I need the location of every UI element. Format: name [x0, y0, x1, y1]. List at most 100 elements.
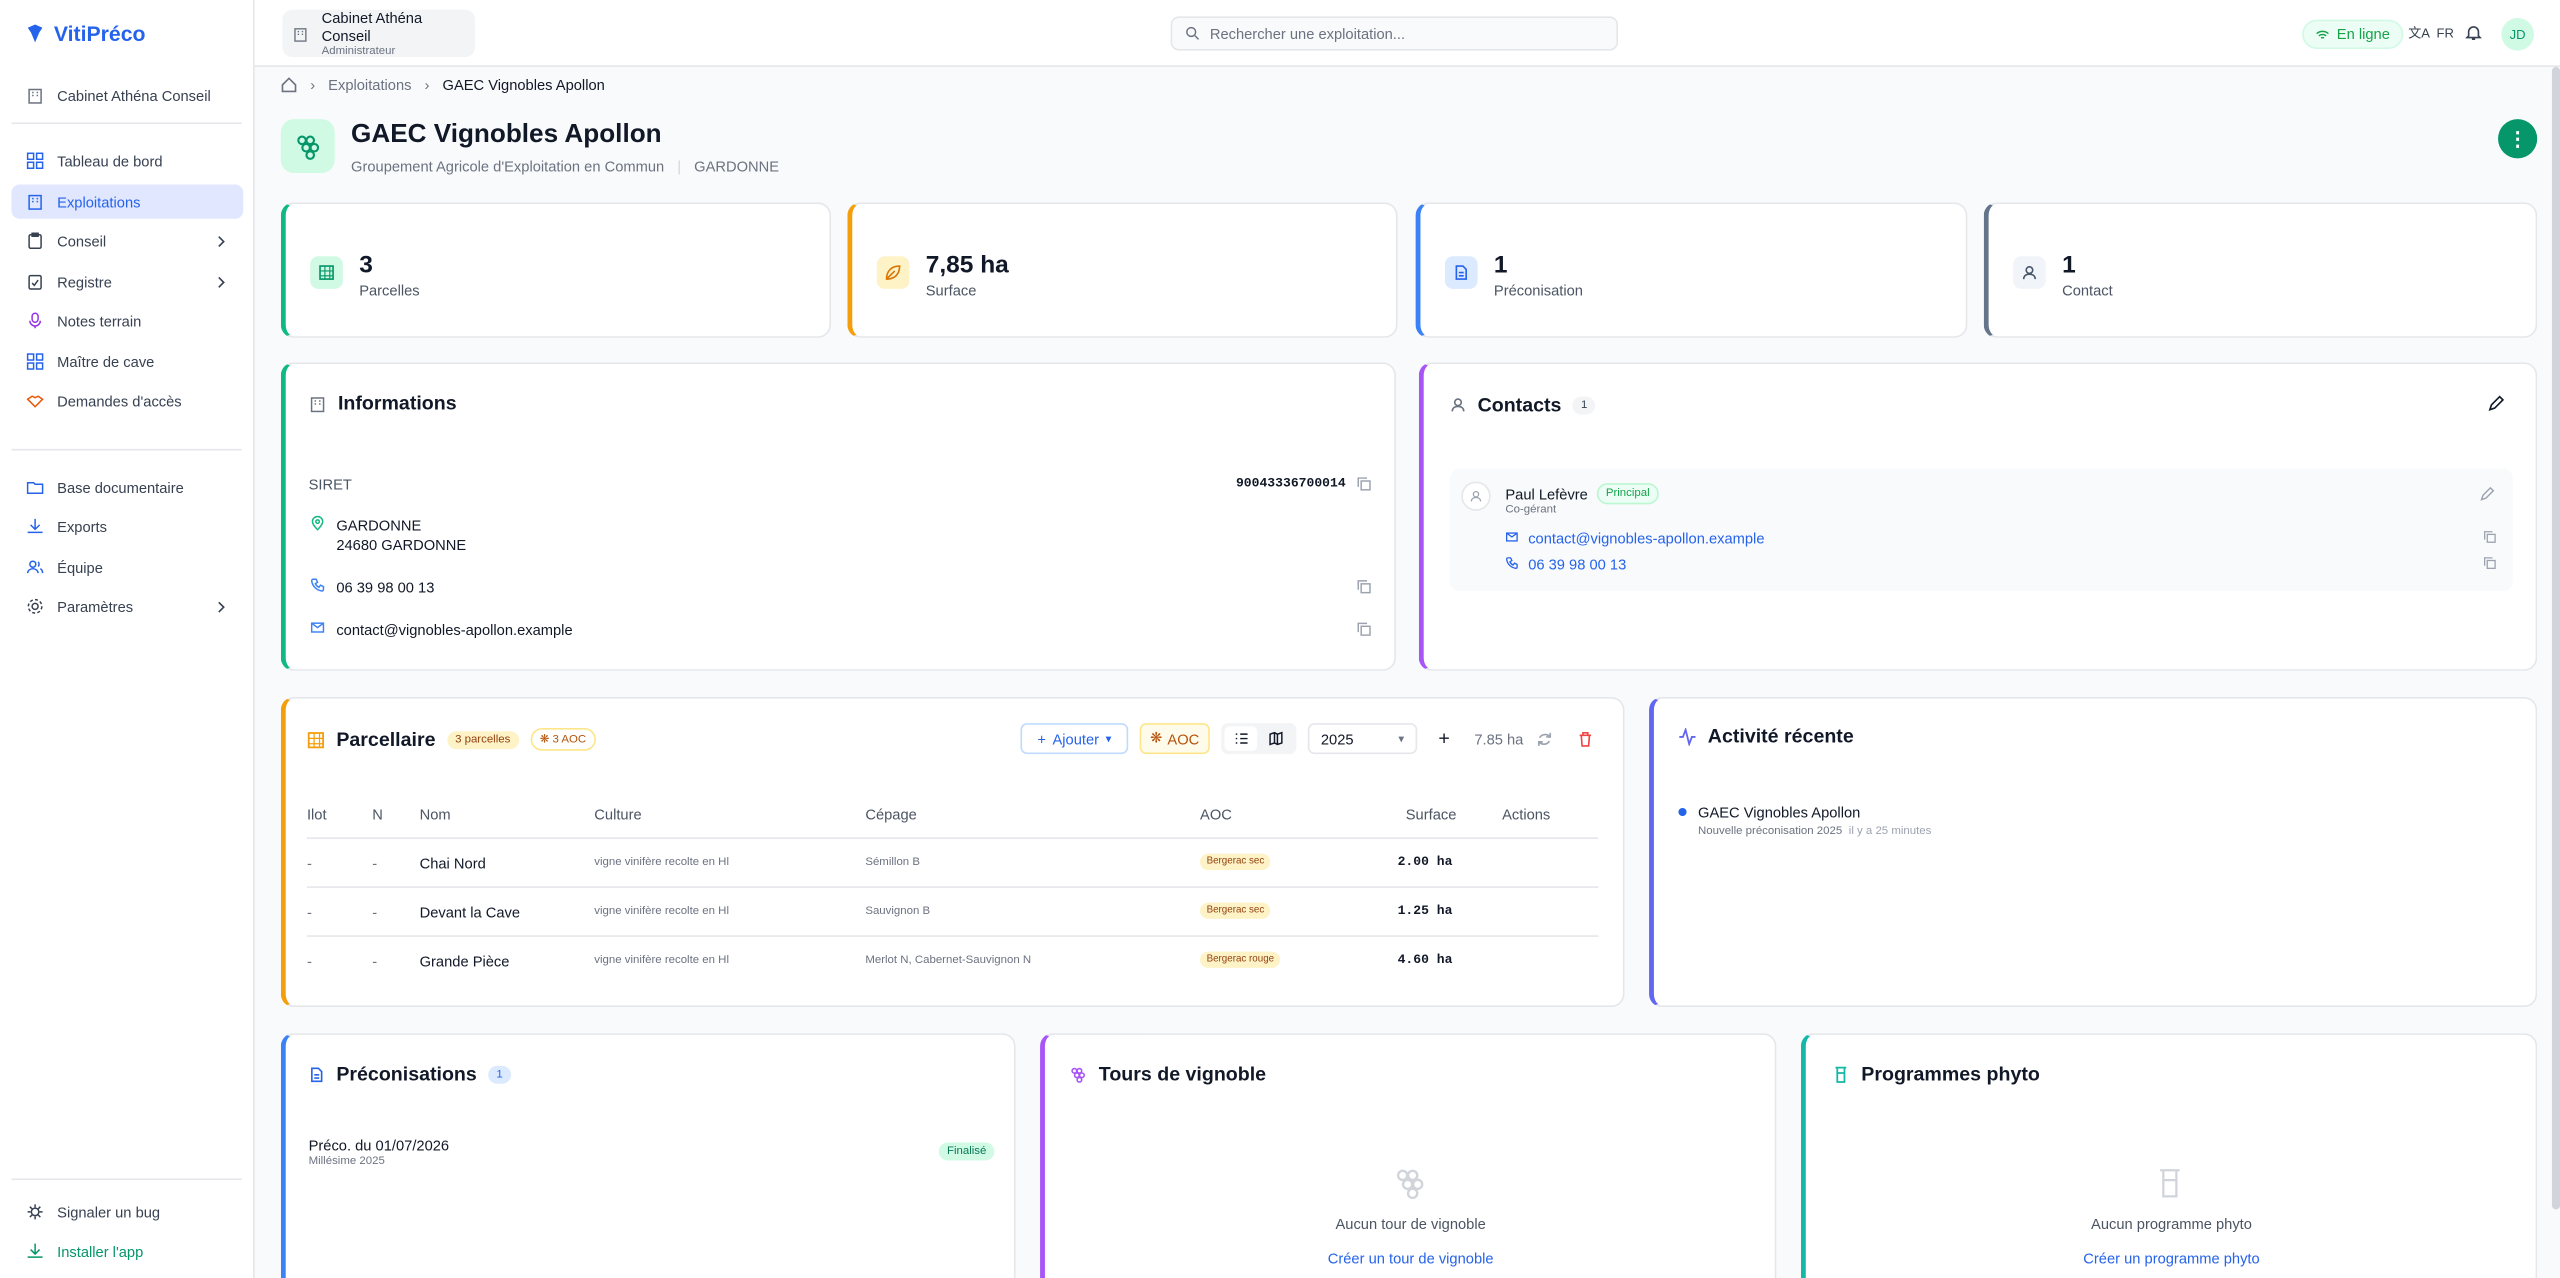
aoc-filter-button[interactable]: ❋ AOC: [1139, 723, 1210, 755]
sidebar-item-notes[interactable]: Notes terrain: [11, 304, 243, 338]
grid-icon: [310, 256, 343, 289]
report-bug-button[interactable]: Signaler un bug: [11, 1195, 243, 1229]
table-row[interactable]: - - Chai Nord vigne vinifère recolte en …: [306, 837, 1890, 886]
copy-icon[interactable]: [1357, 477, 1372, 492]
cell-culture: vigne vinifère recolte en Hl: [594, 905, 730, 918]
sidebar-item-dashboard[interactable]: Tableau de bord: [11, 144, 243, 178]
bell-icon[interactable]: [2465, 24, 2482, 40]
copy-icon[interactable]: [2483, 557, 2496, 570]
org-switcher[interactable]: Cabinet Athéna Conseil Administrateur: [282, 9, 476, 58]
phyto-card: Programmes phyto Aucun programme phyto C…: [1800, 1033, 2538, 1278]
stat-card-surface: 7,85 ha Surface: [847, 202, 1398, 338]
add-parcel-button[interactable]: + Ajouter ▾: [1020, 723, 1129, 755]
app-logo[interactable]: VitiPréco: [26, 21, 146, 46]
dashboard-icon: [26, 152, 44, 170]
sidebar-org[interactable]: Cabinet Athéna Conseil: [11, 78, 243, 112]
avatar[interactable]: JD: [2501, 17, 2534, 51]
create-tour-link[interactable]: Créer un tour de vignoble: [1327, 1250, 1494, 1267]
cell-nom: Grande Pièce: [419, 953, 510, 970]
pencil-icon[interactable]: [2480, 486, 2495, 501]
cell-surface: 2.00 ha: [1397, 855, 1453, 870]
search-box[interactable]: Rechercher une exploitation...: [1170, 16, 1619, 51]
language-label: FR: [2436, 26, 2454, 41]
contact-phone-link[interactable]: 06 39 98 00 13: [1528, 556, 1627, 573]
grape-leaf-icon: [27, 24, 43, 43]
scrollbar[interactable]: [2551, 66, 2560, 1210]
activity-item-title[interactable]: GAEC Vignobles Apollon: [1698, 804, 1861, 821]
copy-icon[interactable]: [1357, 579, 1372, 594]
table-row[interactable]: - - Grande Pièce vigne vinifère recolte …: [306, 935, 1890, 984]
activity-card-title: Activité récente: [1707, 724, 1854, 748]
sidebar-item-registre[interactable]: Registre: [11, 264, 243, 298]
preco-item-millesime: Millésime 2025: [308, 1155, 385, 1168]
copy-icon[interactable]: [1357, 622, 1372, 637]
stat-value: 1: [1493, 251, 1508, 280]
preco-item-title[interactable]: Préco. du 01/07/2026: [308, 1137, 450, 1154]
sidebar-item-base-documentaire[interactable]: Base documentaire: [11, 470, 243, 504]
parcellaire-title: Parcellaire: [336, 727, 436, 751]
clipboard-check-icon: [28, 274, 42, 290]
building-icon: [28, 88, 42, 104]
copy-icon[interactable]: [2483, 530, 2496, 543]
table-row[interactable]: - - Devant la Cave vigne vinifère recolt…: [306, 886, 1890, 935]
breadcrumb-link[interactable]: Exploitations: [328, 76, 412, 94]
cell-surface: 1.25 ha: [1397, 904, 1453, 919]
column-header-surface: Surface: [1405, 806, 1457, 823]
page-title: GAEC Vignobles Apollon: [351, 120, 662, 149]
email-value[interactable]: contact@vignobles-apollon.example: [336, 621, 573, 639]
farm-type: Groupement Agricole d'Exploitation en Co…: [351, 158, 665, 175]
search-input[interactable]: Rechercher une exploitation...: [1209, 25, 1406, 42]
create-phyto-link[interactable]: Créer un programme phyto: [2083, 1250, 2260, 1267]
aoc-filter-label: AOC: [1167, 730, 1200, 747]
install-app-button[interactable]: Installer l'app: [11, 1234, 243, 1268]
phone-value[interactable]: 06 39 98 00 13: [336, 579, 435, 596]
online-status-badge: En ligne: [2302, 19, 2404, 49]
sidebar-item-label: Base documentaire: [57, 479, 184, 496]
activity-item-desc: Nouvelle préconisation 2025: [1698, 825, 1843, 838]
cell-ilot: -: [306, 904, 312, 921]
activity-item-time: il y a 25 minutes: [1848, 825, 1932, 838]
parcellaire-header: Parcellaire 3 parcelles ❋ 3 AOC: [307, 727, 596, 751]
breadcrumb-separator: ›: [310, 76, 316, 94]
sidebar-item-exploitations[interactable]: Exploitations: [11, 184, 244, 219]
sidebar-item-demandes[interactable]: Demandes d'accès: [11, 384, 243, 418]
refresh-icon[interactable]: [1536, 731, 1552, 747]
mail-icon: [310, 622, 325, 633]
cell-nom: Chai Nord: [419, 855, 486, 872]
sidebar-item-maitre-cave[interactable]: Maître de cave: [11, 344, 243, 378]
org-name: Cabinet Athéna Conseil: [321, 9, 423, 45]
year-select[interactable]: 2025 ▾: [1307, 723, 1418, 755]
sidebar-item-conseil[interactable]: Conseil: [11, 224, 243, 258]
sidebar-item-equipe[interactable]: Équipe: [11, 550, 243, 584]
column-header-nom: Nom: [419, 806, 451, 823]
sidebar-item-label: Tableau de bord: [57, 152, 163, 169]
chevron-right-icon: [218, 276, 225, 288]
contact-item: Paul Lefèvre Principal Co-gérant contact…: [1449, 468, 2513, 591]
sidebar-item-exports[interactable]: Exports: [11, 509, 243, 543]
column-header-cepage: Cépage: [865, 806, 917, 823]
online-status-label: En ligne: [2336, 26, 2390, 43]
contact-avatar: [1461, 481, 1491, 511]
stat-value: 7,85 ha: [925, 251, 1009, 280]
cell-nom: Devant la Cave: [419, 904, 521, 921]
building-icon: [28, 194, 42, 210]
plus-icon: +: [1037, 730, 1046, 747]
stat-label: Préconisation: [1493, 282, 1583, 299]
address-line2: 24680 GARDONNE: [336, 536, 467, 554]
map-icon[interactable]: [1269, 731, 1284, 746]
more-actions-button[interactable]: ⋮: [2498, 119, 2538, 159]
search-icon: [1186, 26, 1200, 40]
home-icon[interactable]: [281, 77, 297, 93]
stat-card-parcelles: 3 Parcelles: [280, 202, 832, 338]
trash-icon[interactable]: [1577, 731, 1593, 747]
pencil-icon[interactable]: [2488, 395, 2505, 411]
cell-cepage: Sauvignon B: [865, 905, 931, 918]
list-view-button[interactable]: [1224, 726, 1258, 751]
plus-icon[interactable]: +: [1438, 726, 1450, 750]
parcel-count-badge: 3 parcelles: [446, 730, 519, 749]
sidebar-item-label: Exports: [57, 518, 107, 535]
language-switcher[interactable]: 文A FR: [2408, 24, 2454, 42]
farm-icon: [280, 119, 335, 174]
sidebar-item-parametres[interactable]: Paramètres: [11, 589, 243, 623]
contact-email-link[interactable]: contact@vignobles-apollon.example: [1528, 530, 1765, 547]
